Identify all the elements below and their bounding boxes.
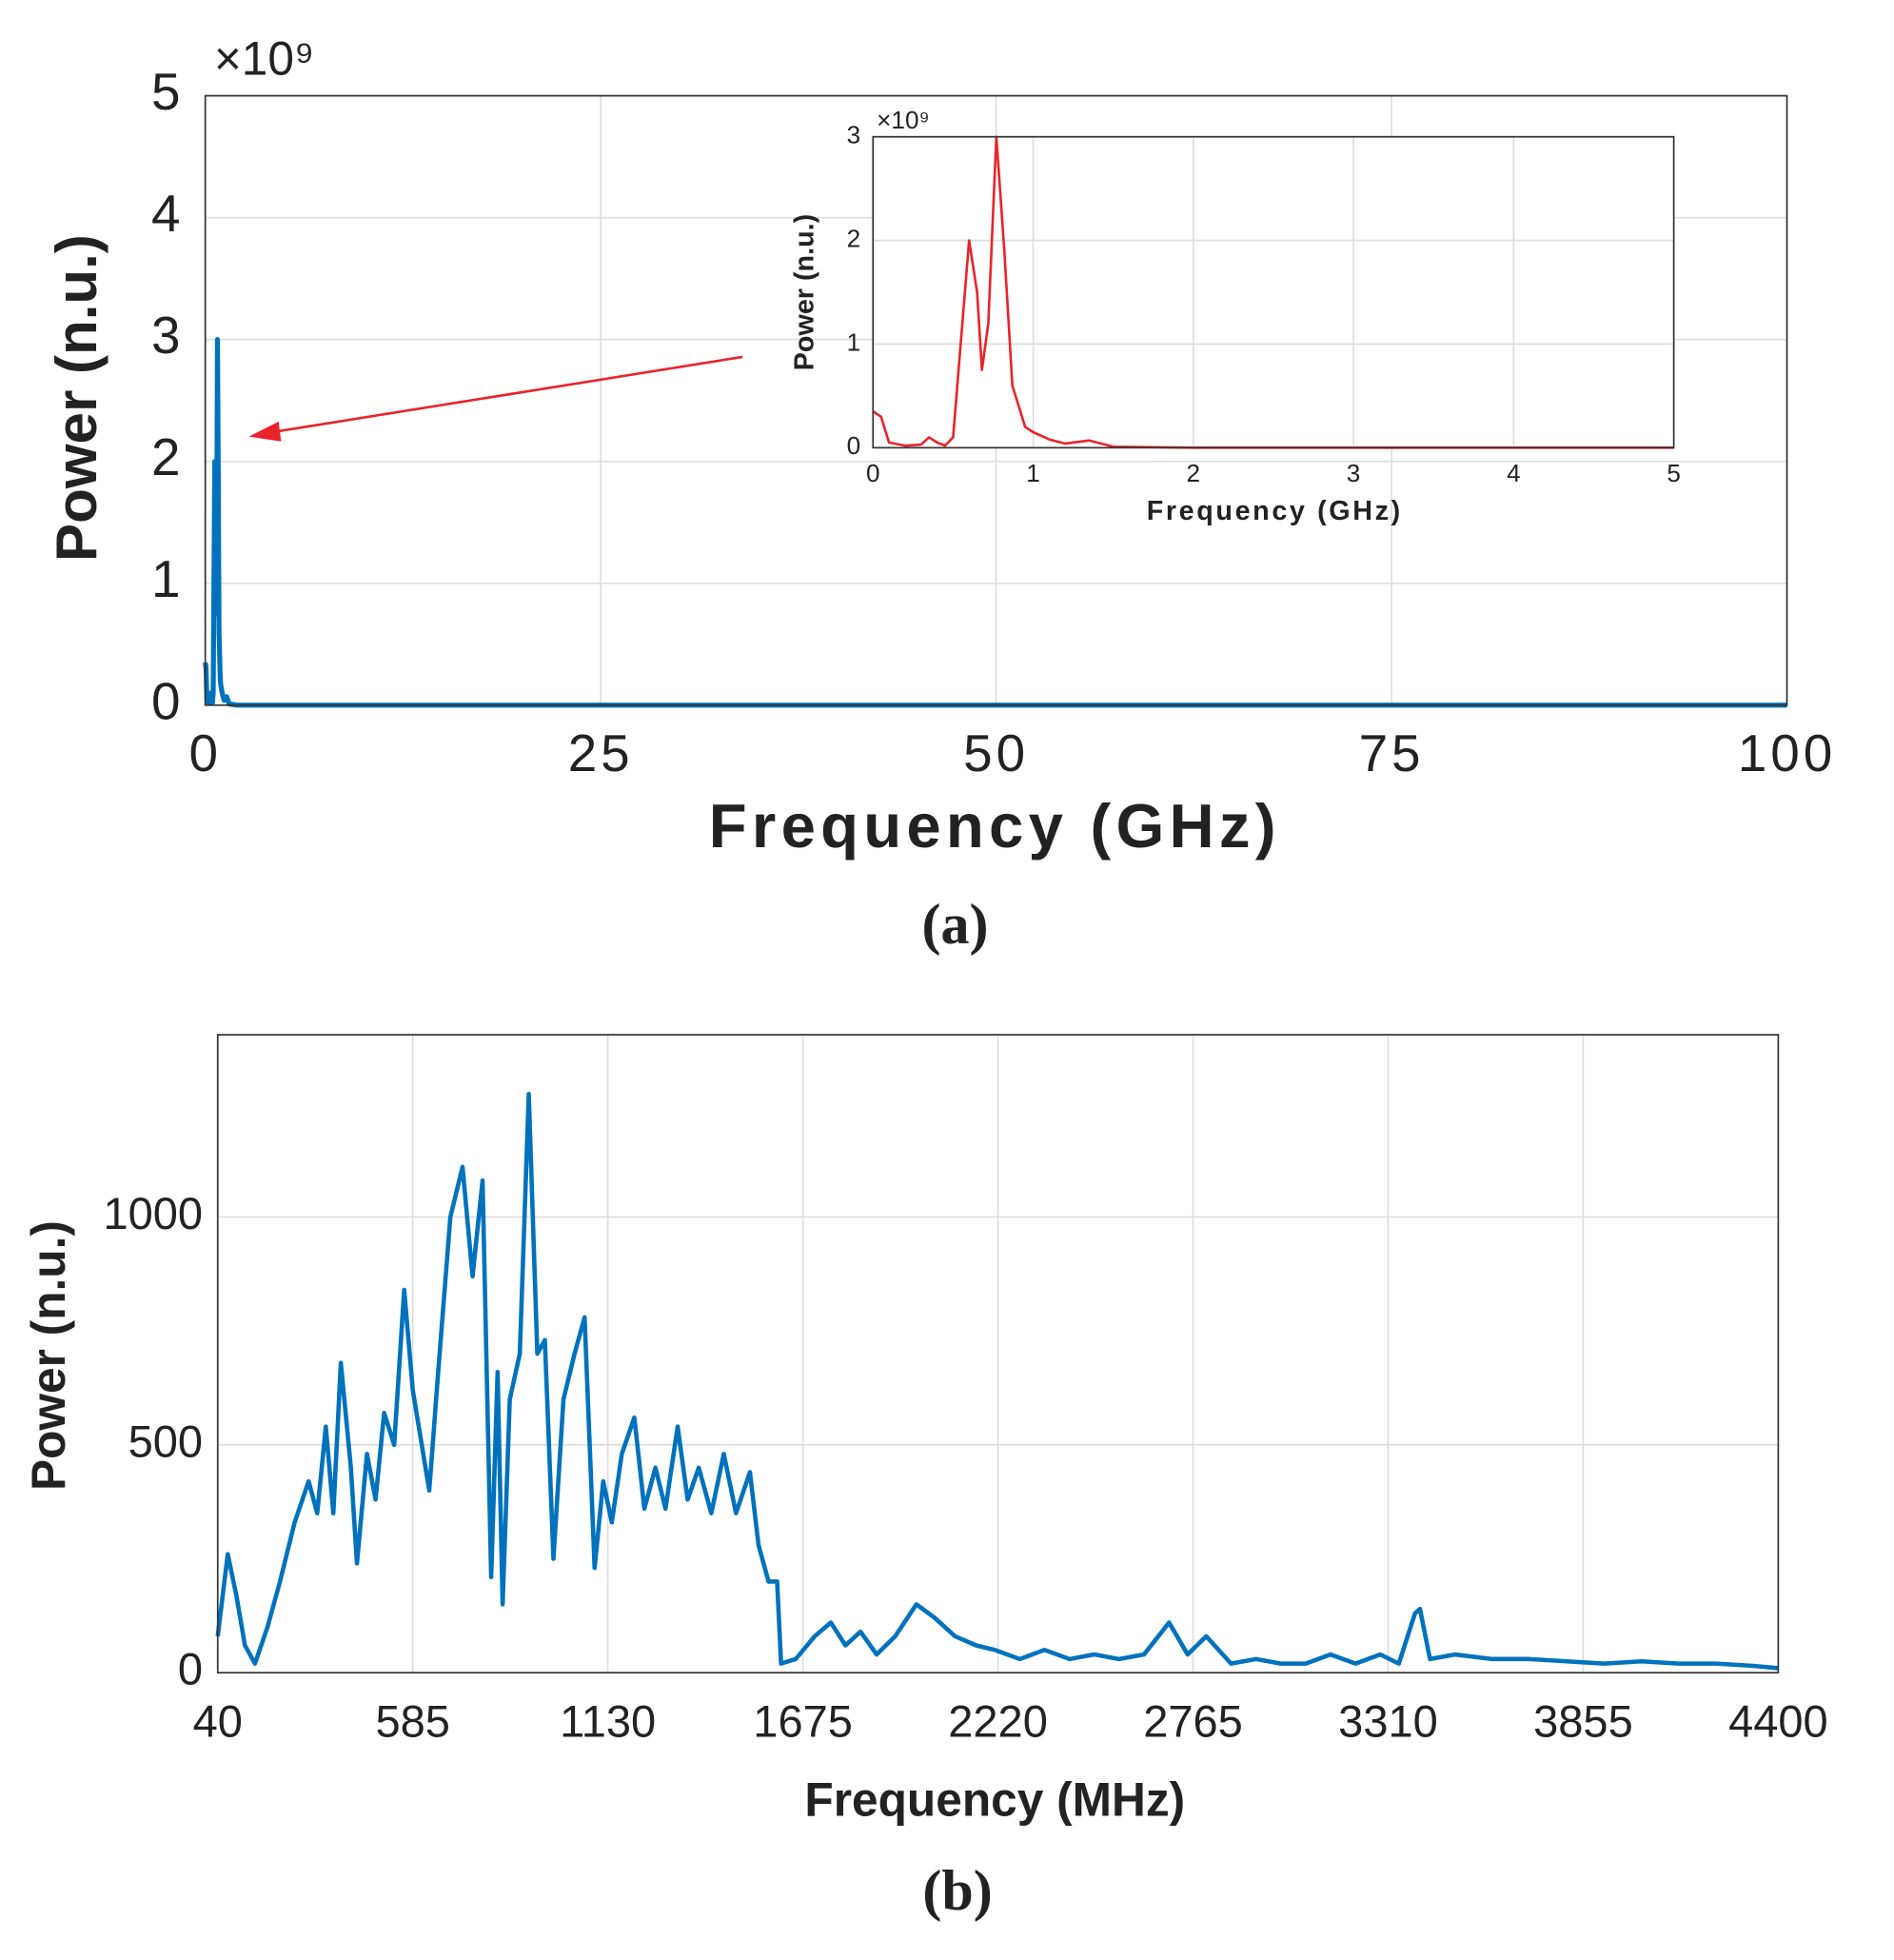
arrow	[275, 355, 743, 433]
y-tick-label: 0	[151, 671, 181, 730]
x-tick-label: 50	[963, 723, 1029, 782]
caption: (b)	[922, 1858, 992, 1922]
x-tick-label: 1675	[753, 1695, 853, 1746]
y-axis-title: Power (n.u.)	[22, 1220, 75, 1491]
y-tick-label: 1	[847, 327, 861, 356]
x-tick-label: 5	[1667, 459, 1681, 487]
y-tick-label: 2	[151, 427, 181, 486]
plot-frame	[204, 94, 1788, 706]
plot-frame	[872, 135, 1675, 449]
plot-frame	[216, 1034, 1780, 1674]
x-tick-label: 4400	[1728, 1695, 1828, 1746]
y-tick-label: 4	[151, 184, 181, 243]
x-tick-label: 0	[188, 723, 221, 782]
x-tick-label: 75	[1359, 723, 1425, 782]
x-tick-label: 3	[1347, 459, 1361, 487]
x-tick-label: 4	[1507, 459, 1521, 487]
y-multiplier: ×10⁹	[877, 106, 929, 134]
x-tick-label: 3310	[1338, 1695, 1438, 1746]
x-tick-label: 1	[1026, 459, 1040, 487]
x-tick-label: 585	[375, 1695, 449, 1746]
y-tick-label: 5	[151, 62, 181, 121]
data-line	[215, 1091, 1779, 1671]
data-line	[872, 135, 1674, 449]
y-tick-label: 0	[847, 431, 861, 460]
x-tick-label: 3855	[1533, 1695, 1633, 1746]
y-tick-label: 3	[847, 121, 861, 149]
y-multiplier: ×10⁹	[214, 31, 314, 85]
y-tick-label: 0	[178, 1644, 203, 1694]
y-tick-label: 2	[847, 224, 861, 252]
y-tick-label: 1000	[103, 1188, 203, 1238]
x-axis-title: Frequency (MHz)	[804, 1772, 1185, 1826]
y-tick-label: 500	[128, 1416, 203, 1466]
arrow-head	[248, 421, 282, 442]
x-tick-label: 0	[866, 459, 880, 487]
x-axis-title: Frequency (GHz)	[709, 791, 1281, 861]
x-tick-label: 2765	[1143, 1695, 1243, 1746]
x-tick-label: 1130	[560, 1695, 656, 1746]
x-tick-label: 25	[568, 723, 634, 782]
x-axis-title: Frequency (GHz)	[1147, 496, 1403, 526]
x-tick-label: 100	[1738, 723, 1836, 782]
y-tick-label: 1	[151, 549, 181, 608]
y-axis-title: Power (n.u.)	[789, 214, 819, 370]
data-line	[203, 337, 1787, 708]
y-tick-label: 3	[151, 306, 181, 365]
caption: (a)	[921, 892, 988, 956]
x-tick-label: 2	[1187, 459, 1201, 487]
y-axis-title: Power (n.u.)	[45, 234, 109, 562]
x-tick-label: 40	[193, 1695, 243, 1746]
x-tick-label: 2220	[948, 1695, 1048, 1746]
